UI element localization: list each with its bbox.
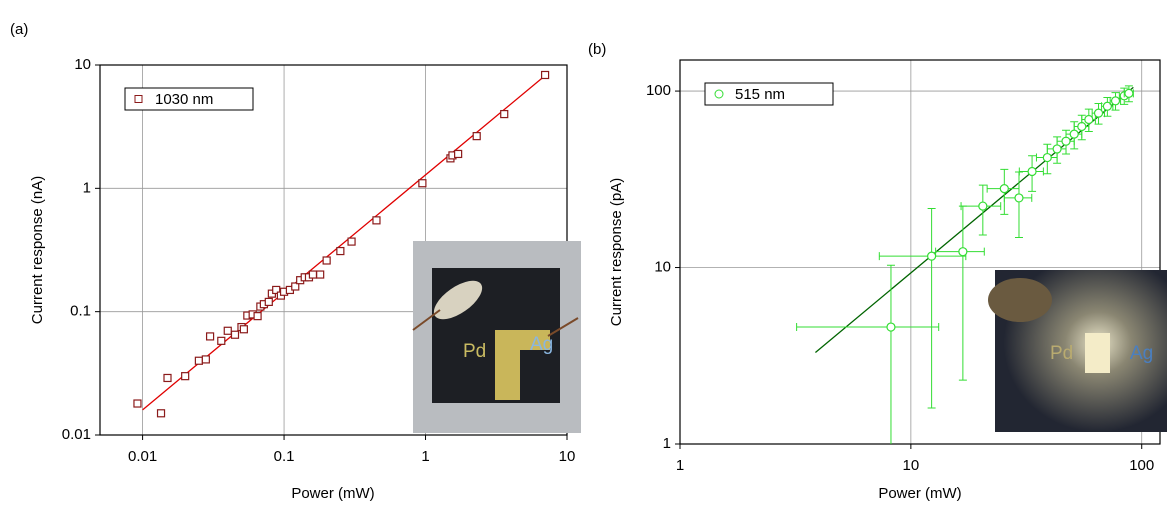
legend-box: [124, 87, 254, 111]
legend-box: [704, 82, 834, 106]
point: [217, 336, 226, 345]
point: [500, 109, 509, 119]
point: [1069, 129, 1079, 139]
legend-label: 1030 nm: [155, 91, 213, 108]
point: [133, 399, 142, 408]
y-tick-label: 10: [74, 56, 91, 73]
point: [886, 322, 896, 332]
point: [1102, 101, 1112, 111]
y-tick-label: 100: [646, 82, 671, 99]
point: [1093, 108, 1104, 118]
inset-photo: Pd Ag: [412, 241, 581, 433]
point: [1124, 88, 1134, 99]
plot-area: [133, 70, 550, 418]
point: [999, 184, 1009, 194]
point: [316, 270, 325, 279]
point: [1110, 96, 1121, 106]
y-axis-label: Current response (nA): [29, 176, 46, 324]
x-tick-label: 10: [903, 457, 920, 474]
point: [230, 330, 240, 339]
x-error-bar: [796, 323, 940, 332]
point: [264, 297, 273, 307]
inset-label: Pd: [463, 341, 486, 362]
y-tick-label: 0.01: [62, 426, 91, 443]
x-tick-label: 0.1: [274, 448, 295, 465]
point: [205, 332, 215, 341]
y-tick-label: 0.1: [70, 303, 91, 320]
x-tick-label: 1: [676, 457, 684, 474]
panel-label: (b): [588, 41, 606, 58]
y-error-bar: [927, 208, 936, 409]
x-tick-label: 0.01: [128, 448, 157, 465]
x-axis-label: Power (mW): [291, 485, 374, 502]
y-error-bar: [886, 264, 895, 444]
point: [322, 256, 331, 265]
point: [1084, 114, 1094, 125]
y-axis-label: Current response (pA): [608, 178, 625, 326]
inset-label: Pd: [1050, 343, 1073, 364]
point: [1042, 152, 1052, 163]
point: [418, 179, 427, 188]
legend-marker: [134, 95, 143, 103]
point: [1077, 121, 1087, 132]
point: [1052, 144, 1062, 154]
plot-area: [796, 85, 1134, 444]
y-error-bar: [1014, 171, 1023, 238]
x-tick-label: 1: [421, 448, 429, 465]
legend-marker: [714, 89, 724, 99]
x-tick-label: 100: [1129, 457, 1154, 474]
point: [1014, 193, 1024, 203]
point: [958, 247, 968, 257]
fit-line: [142, 75, 546, 411]
point: [253, 312, 262, 321]
inset-photo: Pd Ag: [988, 270, 1167, 432]
point: [163, 373, 172, 383]
point: [927, 251, 937, 261]
point: [347, 237, 356, 246]
point: [291, 282, 300, 291]
point: [223, 326, 232, 335]
point: [194, 356, 203, 365]
point: [978, 201, 988, 211]
point: [181, 372, 190, 381]
point: [1027, 166, 1037, 177]
x-axis-label: Power (mW): [878, 485, 961, 502]
x-tick-label: 10: [559, 448, 576, 465]
point: [1061, 136, 1071, 146]
point: [472, 132, 481, 141]
panel-label: (a): [10, 21, 28, 38]
point: [308, 270, 318, 279]
point: [239, 325, 248, 334]
point: [540, 70, 550, 80]
point: [272, 285, 281, 295]
legend-label: 515 nm: [735, 86, 785, 103]
inset-label: Ag: [530, 334, 553, 355]
x-error-bar: [878, 252, 967, 261]
y-tick-label: 1: [663, 435, 671, 452]
inset-label: Ag: [1130, 343, 1153, 364]
point: [156, 409, 166, 418]
y-tick-label: 10: [654, 259, 671, 276]
point: [336, 246, 345, 256]
point: [201, 355, 210, 364]
point: [454, 149, 463, 159]
point: [372, 216, 381, 225]
y-tick-label: 1: [83, 179, 91, 196]
plot-frame: [679, 59, 1161, 445]
fit-line: [815, 86, 1134, 354]
